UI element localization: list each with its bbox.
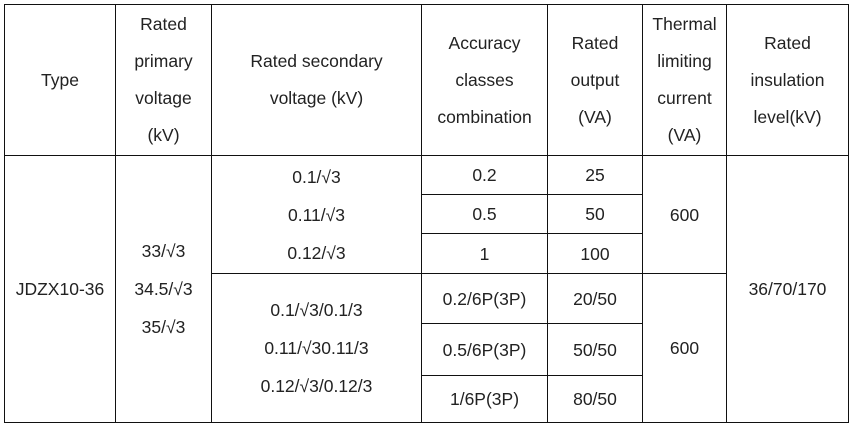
header-primary-line: (kV) xyxy=(147,125,180,145)
thermal-current-value: 600 xyxy=(669,338,700,358)
header-output-line: Rated xyxy=(571,32,619,53)
secondary-voltage-value: 0.11/√3 xyxy=(288,204,345,225)
header-type: Type xyxy=(4,4,116,156)
header-accuracy-line: classes xyxy=(455,69,514,90)
header-thermal-line: (VA) xyxy=(667,125,702,145)
accuracy-cell: 0.5 xyxy=(421,194,548,234)
accuracy-value: 1 xyxy=(479,243,490,264)
table-row: JDZX10-36 33/√3 34.5/√3 35/√3 0.1/√3 0.1… xyxy=(4,155,849,423)
secondary-voltage-value: 0.12/√3 xyxy=(287,242,346,263)
table-row: 0.5 50 xyxy=(5,194,849,234)
thermal-current-group2: 600 xyxy=(642,273,727,423)
secondary-voltage-value: 0.11/√30.11/3 xyxy=(264,338,369,358)
accuracy-value: 0.5/6P(3P) xyxy=(442,339,527,360)
primary-voltage-value: 33/√3 xyxy=(141,241,186,261)
secondary-voltage-value: 0.1/√3/0.1/3 xyxy=(270,300,363,320)
output-value: 50 xyxy=(585,204,605,224)
secondary-voltage-value: 0.1/√3 xyxy=(292,166,341,187)
header-thermal-current: Thermal limiting current (VA) xyxy=(642,4,727,156)
output-value: 25 xyxy=(585,165,605,185)
table-row: 1/6P(3P) 80/50 xyxy=(5,375,849,423)
output-cell: 50/50 xyxy=(547,323,643,376)
secondary-voltage-group2: 0.1/√3/0.1/3 0.11/√30.11/3 0.12/√3/0.12/… xyxy=(211,273,422,423)
output-value: 80/50 xyxy=(573,389,617,409)
insulation-level-cell: 36/70/170 xyxy=(726,155,849,423)
header-thermal-line: Thermal xyxy=(652,14,717,34)
header-output-line: output xyxy=(570,69,620,90)
accuracy-cell: 1/6P(3P) xyxy=(421,375,548,423)
header-type-text: Type xyxy=(41,70,79,90)
output-cell: 20/50 xyxy=(547,273,643,324)
output-cell: 80/50 xyxy=(547,375,643,423)
header-primary-line: Rated xyxy=(140,14,187,34)
accuracy-cell: 0.5/6P(3P) xyxy=(421,323,548,376)
output-value: 100 xyxy=(580,243,610,264)
header-secondary-line: voltage (kV) xyxy=(269,88,364,108)
accuracy-cell: 0.2/6P(3P) xyxy=(421,273,548,324)
header-secondary-voltage: Rated secondary voltage (kV) xyxy=(211,4,422,156)
output-cell: 25 xyxy=(547,155,643,195)
primary-voltage-cell: 33/√3 34.5/√3 35/√3 xyxy=(115,155,212,423)
header-secondary-line: Rated secondary xyxy=(250,51,383,71)
output-cell: 50 xyxy=(547,194,643,234)
type-cell: JDZX10-36 xyxy=(4,155,116,423)
header-output-line: (VA) xyxy=(578,106,612,127)
header-thermal-line: current xyxy=(657,88,712,108)
accuracy-cell: 0.2 xyxy=(421,155,548,195)
primary-voltage-value: 35/√3 xyxy=(141,317,186,337)
header-insulation-line: insulation xyxy=(750,69,825,90)
header-rated-output: Rated output (VA) xyxy=(547,4,643,156)
header-insulation-level: Rated insulation level(kV) xyxy=(726,4,849,156)
header-primary-line: primary xyxy=(134,51,193,71)
secondary-voltage-value: 0.12/√3/0.12/3 xyxy=(260,376,373,396)
secondary-voltage-group1: 0.1/√3 0.11/√3 0.12/√3 xyxy=(211,155,422,274)
table-row: 0.5/6P(3P) 50/50 xyxy=(5,323,849,376)
output-cell: 100 xyxy=(547,233,643,274)
accuracy-value: 0.5 xyxy=(472,204,497,224)
header-row: Type Rated primary voltage (kV) Rated se… xyxy=(4,4,849,156)
type-value: JDZX10-36 xyxy=(15,279,105,299)
output-value: 50/50 xyxy=(573,339,617,360)
accuracy-value: 1/6P(3P) xyxy=(449,389,520,409)
output-value: 20/50 xyxy=(573,288,617,309)
header-accuracy-line: combination xyxy=(437,106,532,127)
accuracy-value: 0.2/6P(3P) xyxy=(442,288,527,309)
insulation-level-value: 36/70/170 xyxy=(748,279,827,299)
header-accuracy-line: Accuracy xyxy=(448,32,521,53)
primary-voltage-value: 34.5/√3 xyxy=(134,279,193,299)
accuracy-value: 0.2 xyxy=(472,165,497,185)
thermal-current-group1: 600 xyxy=(642,155,727,274)
specification-table: Type Rated primary voltage (kV) Rated se… xyxy=(4,4,849,423)
header-thermal-line: limiting xyxy=(657,51,712,71)
accuracy-cell: 1 xyxy=(421,233,548,274)
table-row: 0.1/√3/0.1/3 0.11/√30.11/3 0.12/√3/0.12/… xyxy=(5,273,849,423)
header-primary-line: voltage xyxy=(135,88,192,108)
thermal-current-value: 600 xyxy=(669,204,700,225)
header-primary-voltage: Rated primary voltage (kV) xyxy=(115,4,212,156)
header-insulation-line: level(kV) xyxy=(753,106,822,127)
header-accuracy-classes: Accuracy classes combination xyxy=(421,4,548,156)
header-insulation-line: Rated xyxy=(764,32,811,53)
